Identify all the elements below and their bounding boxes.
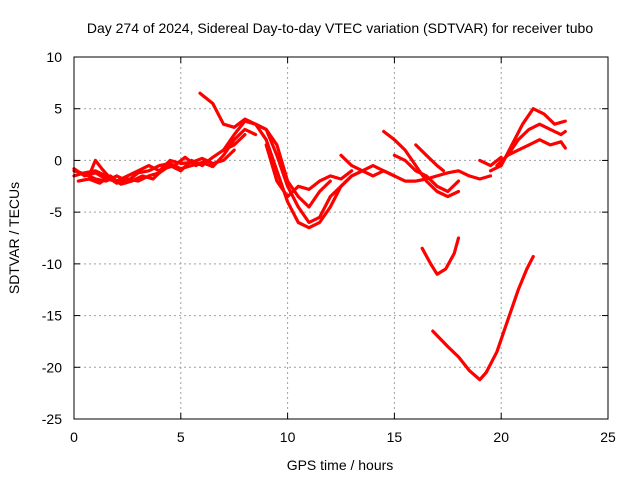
y-axis-label: SDTVAR / TECUs [6, 182, 22, 294]
series-line-arc-19 [478, 155, 503, 168]
x-tick-label: 20 [493, 429, 509, 445]
y-tick-label: -10 [42, 256, 62, 272]
series-line-arc-13 [414, 143, 446, 173]
series-line-arc-7 [221, 119, 396, 230]
chart-title: Day 274 of 2024, Sidereal Day-to-day VTE… [87, 20, 594, 36]
y-tick-label: -5 [50, 204, 63, 220]
x-tick-label: 10 [280, 429, 296, 445]
data-series [72, 91, 567, 382]
series-line-arc-4 [76, 155, 208, 186]
x-tick-label: 5 [177, 429, 185, 445]
y-tick-label: 0 [54, 152, 62, 168]
y-tick-label: -20 [42, 359, 62, 375]
series-line-arc-9 [264, 143, 354, 199]
series-line-arc-5 [89, 158, 110, 178]
axis-ticks: 0 5 10 15 20 25 -25 -20 -15 -10 -5 0 5 10 [42, 49, 616, 445]
series-line-arc-15 [431, 255, 535, 382]
y-tick-label: 10 [46, 49, 62, 65]
x-tick-label: 25 [600, 429, 616, 445]
x-tick-label: 0 [70, 429, 78, 445]
plot-frame [73, 56, 609, 420]
y-tick-label: 5 [54, 101, 62, 117]
series-line-arc-10 [339, 153, 493, 183]
series-line-arc-12 [392, 153, 461, 194]
series-line-arc-18 [506, 138, 567, 157]
x-tick-label: 15 [387, 429, 403, 445]
y-tick-label: -25 [42, 411, 62, 427]
grid-lines [74, 57, 608, 419]
x-axis-label: GPS time / hours [287, 457, 394, 473]
series-line-arc-14 [420, 236, 461, 276]
series-line-arc-8 [254, 122, 364, 225]
series-line-arc-16 [488, 107, 567, 173]
y-tick-label: -15 [42, 308, 62, 324]
